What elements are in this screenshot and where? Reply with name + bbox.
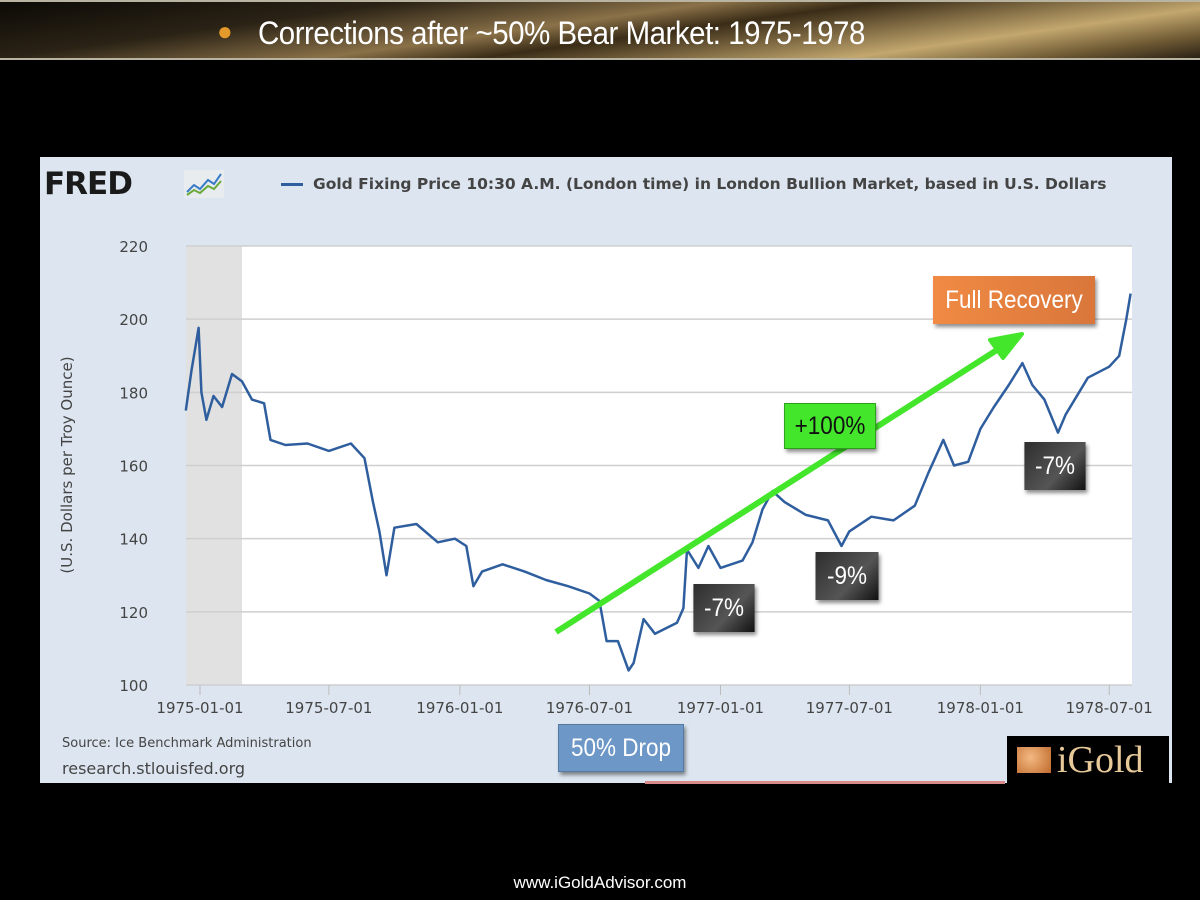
bullet-icon: ● [217,16,233,46]
x-tick-label: 1977-07-01 [806,699,893,717]
y-tick-label: 100 [119,677,148,695]
correction-label-3: -7% [1024,442,1086,490]
y-tick-label: 120 [119,604,148,622]
drop-label: 50% Drop [558,724,684,772]
divider [645,781,1005,784]
x-tick-label: 1977-01-01 [677,699,764,717]
footer-url: www.iGoldAdvisor.com [513,873,687,892]
full-recovery-label: Full Recovery [933,276,1095,324]
title-banner: ● Corrections after ~50% Bear Market: 19… [0,0,1200,60]
y-tick-label: 160 [119,458,148,476]
legend-label: Gold Fixing Price 10:30 A.M. (London tim… [313,175,1107,193]
y-tick-label: 180 [119,384,148,402]
x-tick-label: 1976-01-01 [416,699,503,717]
correction-label-1: -7% [693,584,755,632]
x-tick-label: 1978-07-01 [1066,699,1153,717]
igold-logo-text: iGold [1057,738,1144,781]
igold-logo-icon [1017,746,1051,773]
fred-chart-icon [184,170,224,198]
y-tick-label: 220 [119,238,148,256]
legend-swatch [281,183,303,186]
correction-label-2: -9% [815,552,879,600]
source-note: Source: Ice Benchmark Administration [62,736,312,751]
x-tick-label: 1978-01-01 [937,699,1024,717]
source-site: research.stlouisfed.org [62,759,246,778]
slide-title: Corrections after ~50% Bear Market: 1975… [258,15,865,51]
x-tick-label: 1976-07-01 [546,699,633,717]
y-tick-label: 200 [119,311,148,329]
y-tick-label: 140 [119,531,148,549]
gain-label: +100% [784,403,876,449]
y-axis-label: (U.S. Dollars per Troy Ounce) [58,356,76,573]
trend-arrow [554,332,1024,635]
x-tick-label: 1975-01-01 [156,699,243,717]
igold-logo: iGold [1007,736,1169,783]
fred-logo: FRED [44,166,133,202]
gold-price-line [184,293,1132,672]
x-tick-label: 1975-07-01 [285,699,372,717]
